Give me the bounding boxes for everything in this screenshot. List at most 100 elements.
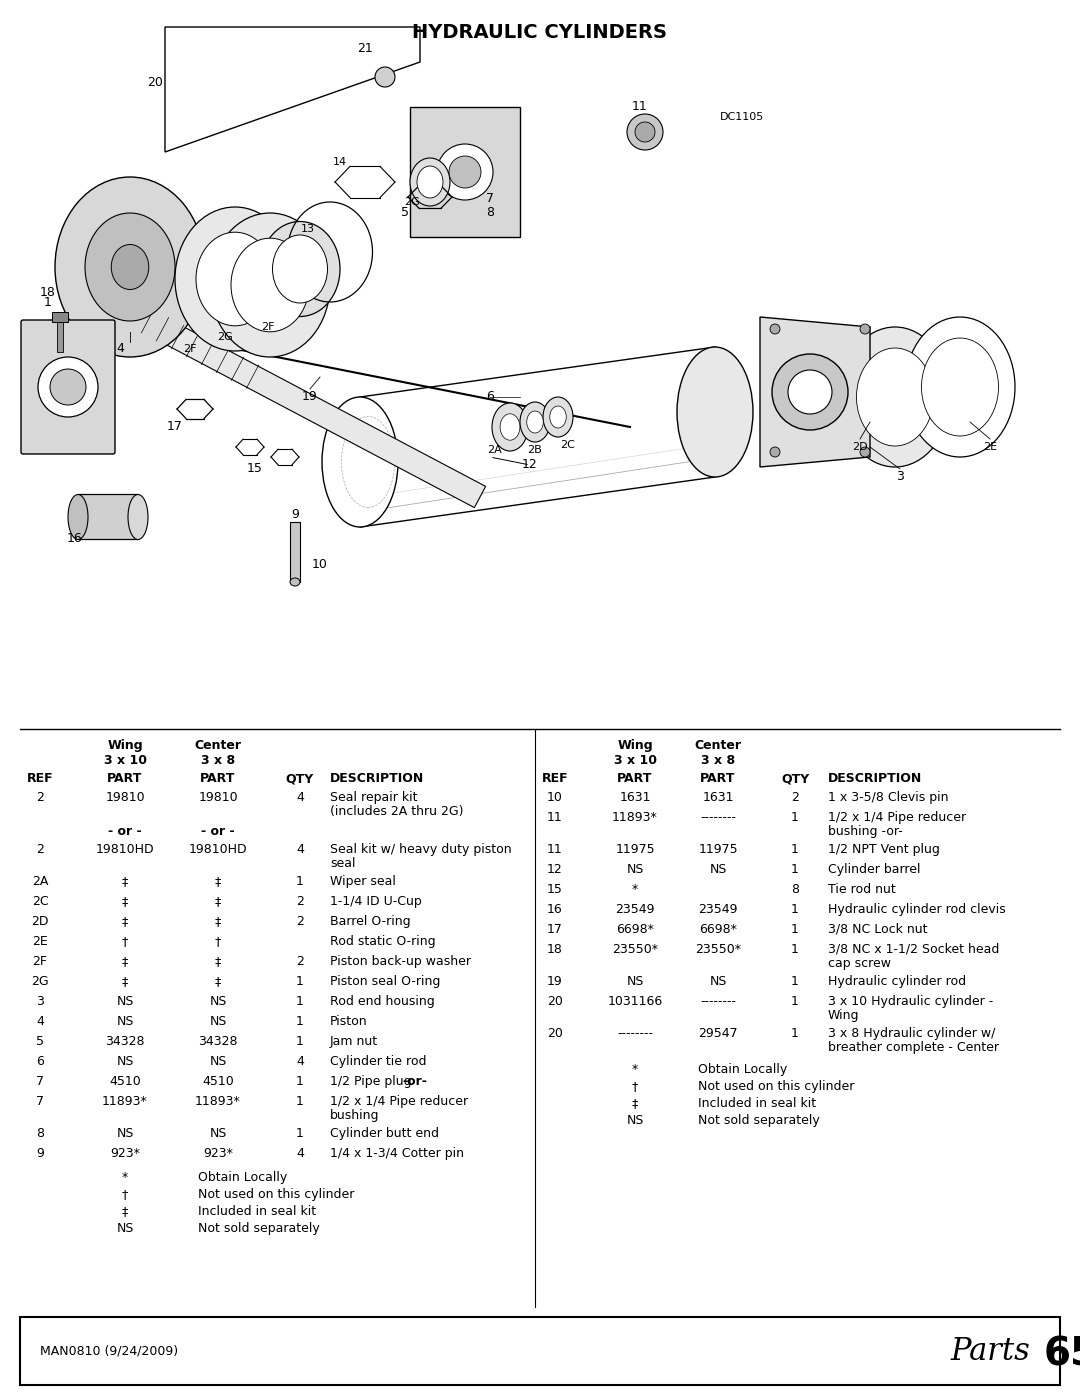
Text: Not sold separately: Not sold separately: [198, 1222, 320, 1235]
Text: NS: NS: [626, 863, 644, 876]
Bar: [291, 522, 300, 583]
Text: 2G: 2G: [217, 332, 233, 342]
Text: Rod static O-ring: Rod static O-ring: [330, 935, 435, 949]
Text: 2C: 2C: [31, 895, 49, 908]
Ellipse shape: [417, 166, 443, 198]
Text: 15: 15: [548, 883, 563, 895]
Ellipse shape: [272, 235, 327, 303]
Text: QTY: QTY: [286, 773, 314, 785]
Text: bushing: bushing: [330, 1109, 379, 1122]
Text: ‡: ‡: [122, 875, 129, 888]
Ellipse shape: [677, 346, 753, 476]
Text: 9: 9: [36, 1147, 44, 1160]
Text: NS: NS: [117, 1222, 134, 1235]
Text: 8: 8: [486, 205, 494, 218]
Text: 1-1/4 ID U-Cup: 1-1/4 ID U-Cup: [330, 895, 422, 908]
Text: 11: 11: [632, 101, 648, 113]
Text: 1: 1: [791, 863, 799, 876]
Ellipse shape: [129, 495, 148, 539]
Text: - or -: - or -: [108, 826, 141, 838]
Text: 6: 6: [36, 1055, 44, 1067]
Text: 23549: 23549: [699, 902, 738, 916]
Circle shape: [860, 447, 870, 457]
Text: NS: NS: [210, 1055, 227, 1067]
Text: NS: NS: [710, 975, 727, 988]
Text: Cylinder barrel: Cylinder barrel: [828, 863, 920, 876]
Text: PART: PART: [700, 773, 735, 785]
Text: 4510: 4510: [202, 1076, 234, 1088]
Text: 13: 13: [301, 224, 315, 235]
Text: 2: 2: [36, 842, 44, 856]
Text: Wing: Wing: [828, 1009, 860, 1023]
Text: ‡: ‡: [122, 895, 129, 908]
Text: 2G: 2G: [404, 197, 420, 207]
Text: 19810HD: 19810HD: [189, 842, 247, 856]
Text: 4: 4: [296, 1147, 303, 1160]
Text: 34328: 34328: [199, 1035, 238, 1048]
Ellipse shape: [543, 397, 573, 437]
Text: 20: 20: [548, 995, 563, 1009]
Ellipse shape: [210, 212, 330, 358]
Ellipse shape: [231, 239, 309, 332]
Text: 1: 1: [791, 1027, 799, 1039]
Text: Obtain Locally: Obtain Locally: [698, 1063, 787, 1076]
Circle shape: [772, 353, 848, 430]
Text: Not used on this cylinder: Not used on this cylinder: [198, 1187, 354, 1201]
Text: 2C: 2C: [561, 440, 576, 450]
Ellipse shape: [85, 212, 175, 321]
Text: Wiper seal: Wiper seal: [330, 875, 396, 888]
Text: 15: 15: [247, 462, 262, 475]
Text: ‡: ‡: [122, 975, 129, 988]
Text: --------: --------: [700, 995, 735, 1009]
Text: 1: 1: [296, 1016, 303, 1028]
Text: Parts: Parts: [950, 1336, 1039, 1366]
Text: 2: 2: [296, 915, 303, 928]
Text: 1: 1: [296, 995, 303, 1009]
Text: HYDRAULIC CYLINDERS: HYDRAULIC CYLINDERS: [413, 22, 667, 42]
Text: NS: NS: [117, 995, 134, 1009]
Circle shape: [770, 324, 780, 334]
Text: Hydraulic cylinder rod: Hydraulic cylinder rod: [828, 975, 967, 988]
Bar: [57, 321, 63, 352]
Circle shape: [38, 358, 98, 416]
FancyBboxPatch shape: [21, 320, 114, 454]
Bar: [78, 495, 138, 539]
Text: 1: 1: [296, 1127, 303, 1140]
Text: NS: NS: [210, 995, 227, 1009]
Text: 19: 19: [302, 391, 318, 404]
Ellipse shape: [322, 397, 399, 527]
Text: NS: NS: [626, 1113, 644, 1127]
Text: PART: PART: [200, 773, 235, 785]
Text: 6698*: 6698*: [699, 923, 737, 936]
Text: 11893*: 11893*: [195, 1095, 241, 1108]
Text: 1/2 x 1/4 Pipe reducer: 1/2 x 1/4 Pipe reducer: [330, 1095, 468, 1108]
Text: 17: 17: [167, 420, 183, 433]
Text: 2: 2: [296, 895, 303, 908]
Bar: [52, 312, 68, 321]
Text: 1: 1: [296, 875, 303, 888]
Ellipse shape: [519, 402, 550, 441]
Text: 6698*: 6698*: [616, 923, 653, 936]
Text: Cylinder butt end: Cylinder butt end: [330, 1127, 438, 1140]
Text: 4: 4: [296, 1055, 303, 1067]
Text: (includes 2A thru 2G): (includes 2A thru 2G): [330, 805, 463, 819]
Text: 7: 7: [36, 1076, 44, 1088]
Text: bushing -or-: bushing -or-: [828, 826, 903, 838]
Text: Center
3 x 8: Center 3 x 8: [694, 739, 742, 767]
Ellipse shape: [55, 177, 205, 358]
Text: 8: 8: [36, 1127, 44, 1140]
Text: 19810HD: 19810HD: [96, 842, 154, 856]
Text: NS: NS: [626, 975, 644, 988]
Text: 16: 16: [548, 902, 563, 916]
Text: 23550*: 23550*: [612, 943, 658, 956]
Text: NS: NS: [117, 1055, 134, 1067]
Text: 4: 4: [296, 842, 303, 856]
Text: 1: 1: [791, 995, 799, 1009]
Ellipse shape: [291, 578, 300, 585]
Text: Seal repair kit: Seal repair kit: [330, 791, 418, 805]
Text: 19810: 19810: [105, 791, 145, 805]
Text: 2E: 2E: [32, 935, 48, 949]
Text: 6: 6: [486, 391, 494, 404]
Text: 3/8 NC x 1-1/2 Socket head: 3/8 NC x 1-1/2 Socket head: [828, 943, 999, 956]
Text: QTY: QTY: [781, 773, 809, 785]
